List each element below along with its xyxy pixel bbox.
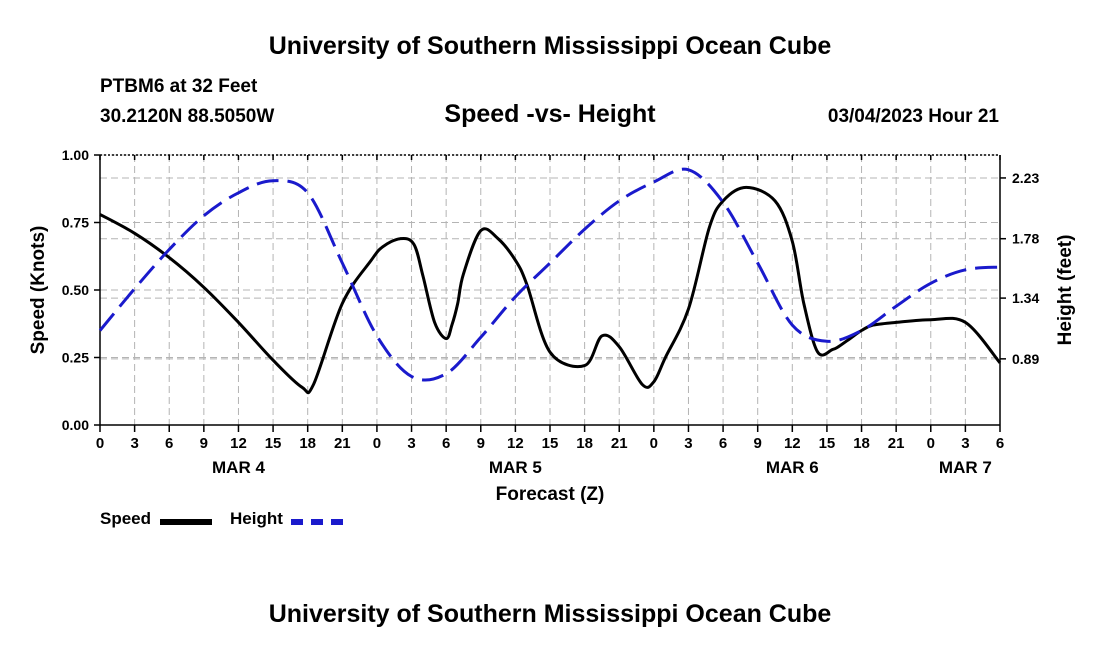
legend-height-swatch (291, 519, 343, 525)
legend-height-label: Height (230, 509, 283, 528)
page-title: University of Southern Mississippi Ocean… (268, 32, 832, 60)
x-tick-label: 3 (961, 435, 969, 452)
x-tick-label: 15 (542, 435, 559, 452)
y-tick-label: 0.25 (62, 350, 89, 366)
station-name: PTBM6 at 32 Feet (100, 76, 258, 97)
x-tick-label: 6 (165, 435, 173, 452)
forecast-datetime: 03/04/2023 Hour 21 (827, 106, 999, 127)
date-label: MAR 4 (212, 458, 265, 477)
y-tick-label: 0.00 (62, 417, 89, 433)
x-tick-label: 21 (611, 435, 628, 452)
y-tick-label: 1.00 (62, 147, 89, 163)
x-axis-title: Forecast (Z) (496, 484, 605, 505)
y-tick-label: 0.50 (62, 282, 89, 298)
x-tick-label: 18 (299, 435, 316, 452)
x-tick-label: 15 (265, 435, 282, 452)
x-tick-label: 21 (888, 435, 905, 452)
x-tick-label: 21 (334, 435, 351, 452)
x-tick-label: 9 (477, 435, 485, 452)
x-tick-label: 12 (230, 435, 247, 452)
date-label: MAR 7 (939, 458, 992, 477)
height-series-line (98, 167, 1001, 382)
x-tick-label: 12 (507, 435, 524, 452)
y-tick-label: 0.75 (62, 215, 89, 231)
y-axis-title: Speed (Knots) (28, 226, 49, 355)
y2-tick-label: 2.23 (1012, 170, 1039, 186)
y2-tick-label: 0.89 (1012, 351, 1039, 367)
speed-series-line (99, 185, 1002, 395)
x-tick-label: 0 (650, 435, 658, 452)
x-tick-label: 12 (784, 435, 801, 452)
date-label: MAR 6 (766, 458, 819, 477)
date-label: MAR 5 (489, 458, 542, 477)
legend-speed-label: Speed (100, 509, 152, 528)
x-tick-label: 0 (96, 435, 104, 452)
x-tick-label: 3 (407, 435, 415, 452)
y2-tick-label: 1.78 (1012, 231, 1039, 247)
x-tick-label: 0 (373, 435, 381, 452)
chart-title: Speed -vs- Height (444, 100, 656, 128)
x-tick-label: 18 (576, 435, 593, 452)
x-tick-label: 3 (130, 435, 138, 452)
y2-tick-label: 1.34 (1012, 290, 1039, 306)
x-tick-label: 6 (442, 435, 450, 452)
station-coordinates: 30.2120N 88.5050W (100, 106, 275, 127)
y2-axis-title: Height (feet) (1055, 235, 1076, 346)
x-tick-label: 0 (927, 435, 935, 452)
x-tick-label: 15 (819, 435, 836, 452)
x-tick-label: 18 (853, 435, 870, 452)
x-tick-label: 6 (996, 435, 1004, 452)
footer-title: University of Southern Mississippi Ocean… (268, 600, 832, 628)
x-tick-label: 6 (719, 435, 727, 452)
legend-speed-swatch (160, 519, 212, 525)
x-tick-label: 3 (684, 435, 692, 452)
x-tick-label: 9 (200, 435, 208, 452)
x-tick-label: 9 (754, 435, 762, 452)
speed-height-chart: 0 3 6 9 12 15 18 21 0 3 6 9 12 15 18 21 0 3 6 9 12 15 18 21 0 3 6 0… (28, 147, 1076, 505)
